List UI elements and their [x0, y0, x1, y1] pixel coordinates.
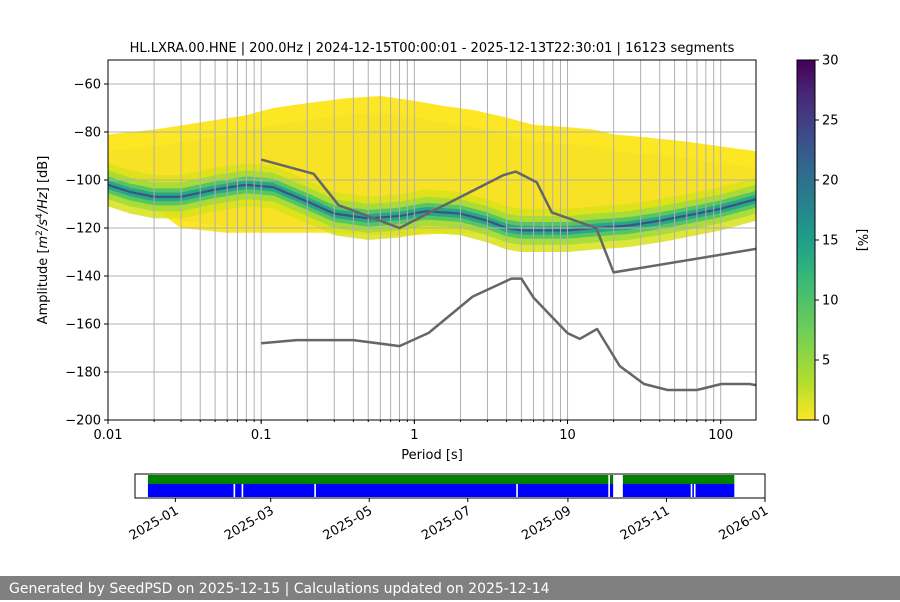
data-availability-bar: [692, 484, 694, 497]
psd-band-core: [108, 180, 756, 235]
x-tick-label: 0.1: [251, 428, 272, 443]
data-availability-bar: [622, 484, 691, 497]
timeline-tick-label: 2025-07: [419, 503, 474, 543]
timeline-tick-label: 2025-05: [321, 503, 376, 543]
data-availability-bar: [609, 484, 614, 497]
timeline-tick-label: 2025-01: [127, 503, 182, 543]
timeline-tick-label: 2025-03: [222, 503, 277, 543]
figure: HL.LXRA.00.HNE | 200.0Hz | 2024-12-15T00…: [35, 41, 869, 544]
psd-availability-bar: [609, 475, 614, 484]
colorbar-tick-label: 25: [822, 114, 839, 129]
y-tick-label: −180: [65, 366, 101, 381]
colorbar-tick-label: 5: [822, 354, 830, 369]
x-axis-label: Period [s]: [401, 448, 463, 463]
x-tick-label: 10: [559, 428, 576, 443]
timeline-axis: 2025-01 2025-03 2025-05 2025-07 2025-09 2025-…: [127, 498, 771, 544]
noise-models: [260, 158, 756, 392]
nhnm-line: [260, 158, 756, 274]
y-axis-label: Amplitude [m2/s4/Hz] [dB]: [35, 156, 51, 325]
colorbar: 0 5 10 15 20 25 30 [%]: [796, 54, 869, 429]
timeline-tick-label: 2026-01: [716, 503, 771, 543]
x-tick-label: 0.01: [94, 428, 123, 443]
y-tick-label: −60: [74, 78, 101, 93]
data-availability-bar: [517, 484, 609, 497]
plot-frame: [107, 59, 757, 421]
data-availability-bar: [243, 484, 315, 497]
data-availability-bar: [695, 484, 735, 497]
colorbar-tick-label: 15: [822, 234, 839, 249]
y-tick-label: −140: [65, 270, 101, 285]
colorbar-tick-label: 10: [822, 294, 839, 309]
psd-availability-bar: [622, 475, 735, 484]
data-availability-bar: [235, 484, 242, 497]
y-tick-label: −200: [65, 414, 101, 429]
availability-timeline: 2025-01 2025-03 2025-05 2025-07 2025-09 2025-…: [127, 473, 771, 544]
colorbar-tick-label: 20: [822, 174, 839, 189]
y-axis: −60 −80 −100 −120 −140 −160 −180 −200: [65, 78, 108, 429]
x-axis: 0.01 0.1 1 10 100: [94, 420, 733, 443]
colorbar-gradient: [796, 59, 816, 421]
psd-availability-bar: [147, 475, 609, 484]
data-availability-bar: [147, 484, 234, 497]
y-tick-label: −100: [65, 174, 101, 189]
y-tick-label: −120: [65, 222, 101, 237]
colorbar-tick-label: 0: [822, 414, 830, 429]
timeline-tick-label: 2025-09: [519, 503, 574, 543]
psd-plot: 0.01 0.1 1 10 100 −60 −80 −100 −120 −140 −160 −180…: [35, 59, 757, 463]
y-tick-label: −80: [74, 126, 101, 141]
colorbar-label: [%]: [854, 229, 869, 252]
colorbar-ticks: 0 5 10 15 20 25 30: [815, 54, 839, 429]
data-availability-bar: [315, 484, 517, 497]
colorbar-tick-label: 30: [822, 54, 839, 69]
chart-title: HL.LXRA.00.HNE | 200.0Hz | 2024-12-15T00…: [130, 41, 735, 56]
grid-lines: [108, 60, 756, 420]
y-tick-label: −160: [65, 318, 101, 333]
footer: Generated by SeedPSD on 2025-12-15 | Cal…: [0, 576, 900, 600]
timeline-tick-label: 2025-11: [618, 503, 673, 543]
timeline-bars: [147, 475, 735, 497]
x-tick-label: 100: [708, 428, 733, 443]
nlnm-line: [261, 277, 756, 392]
x-tick-label: 1: [410, 428, 418, 443]
